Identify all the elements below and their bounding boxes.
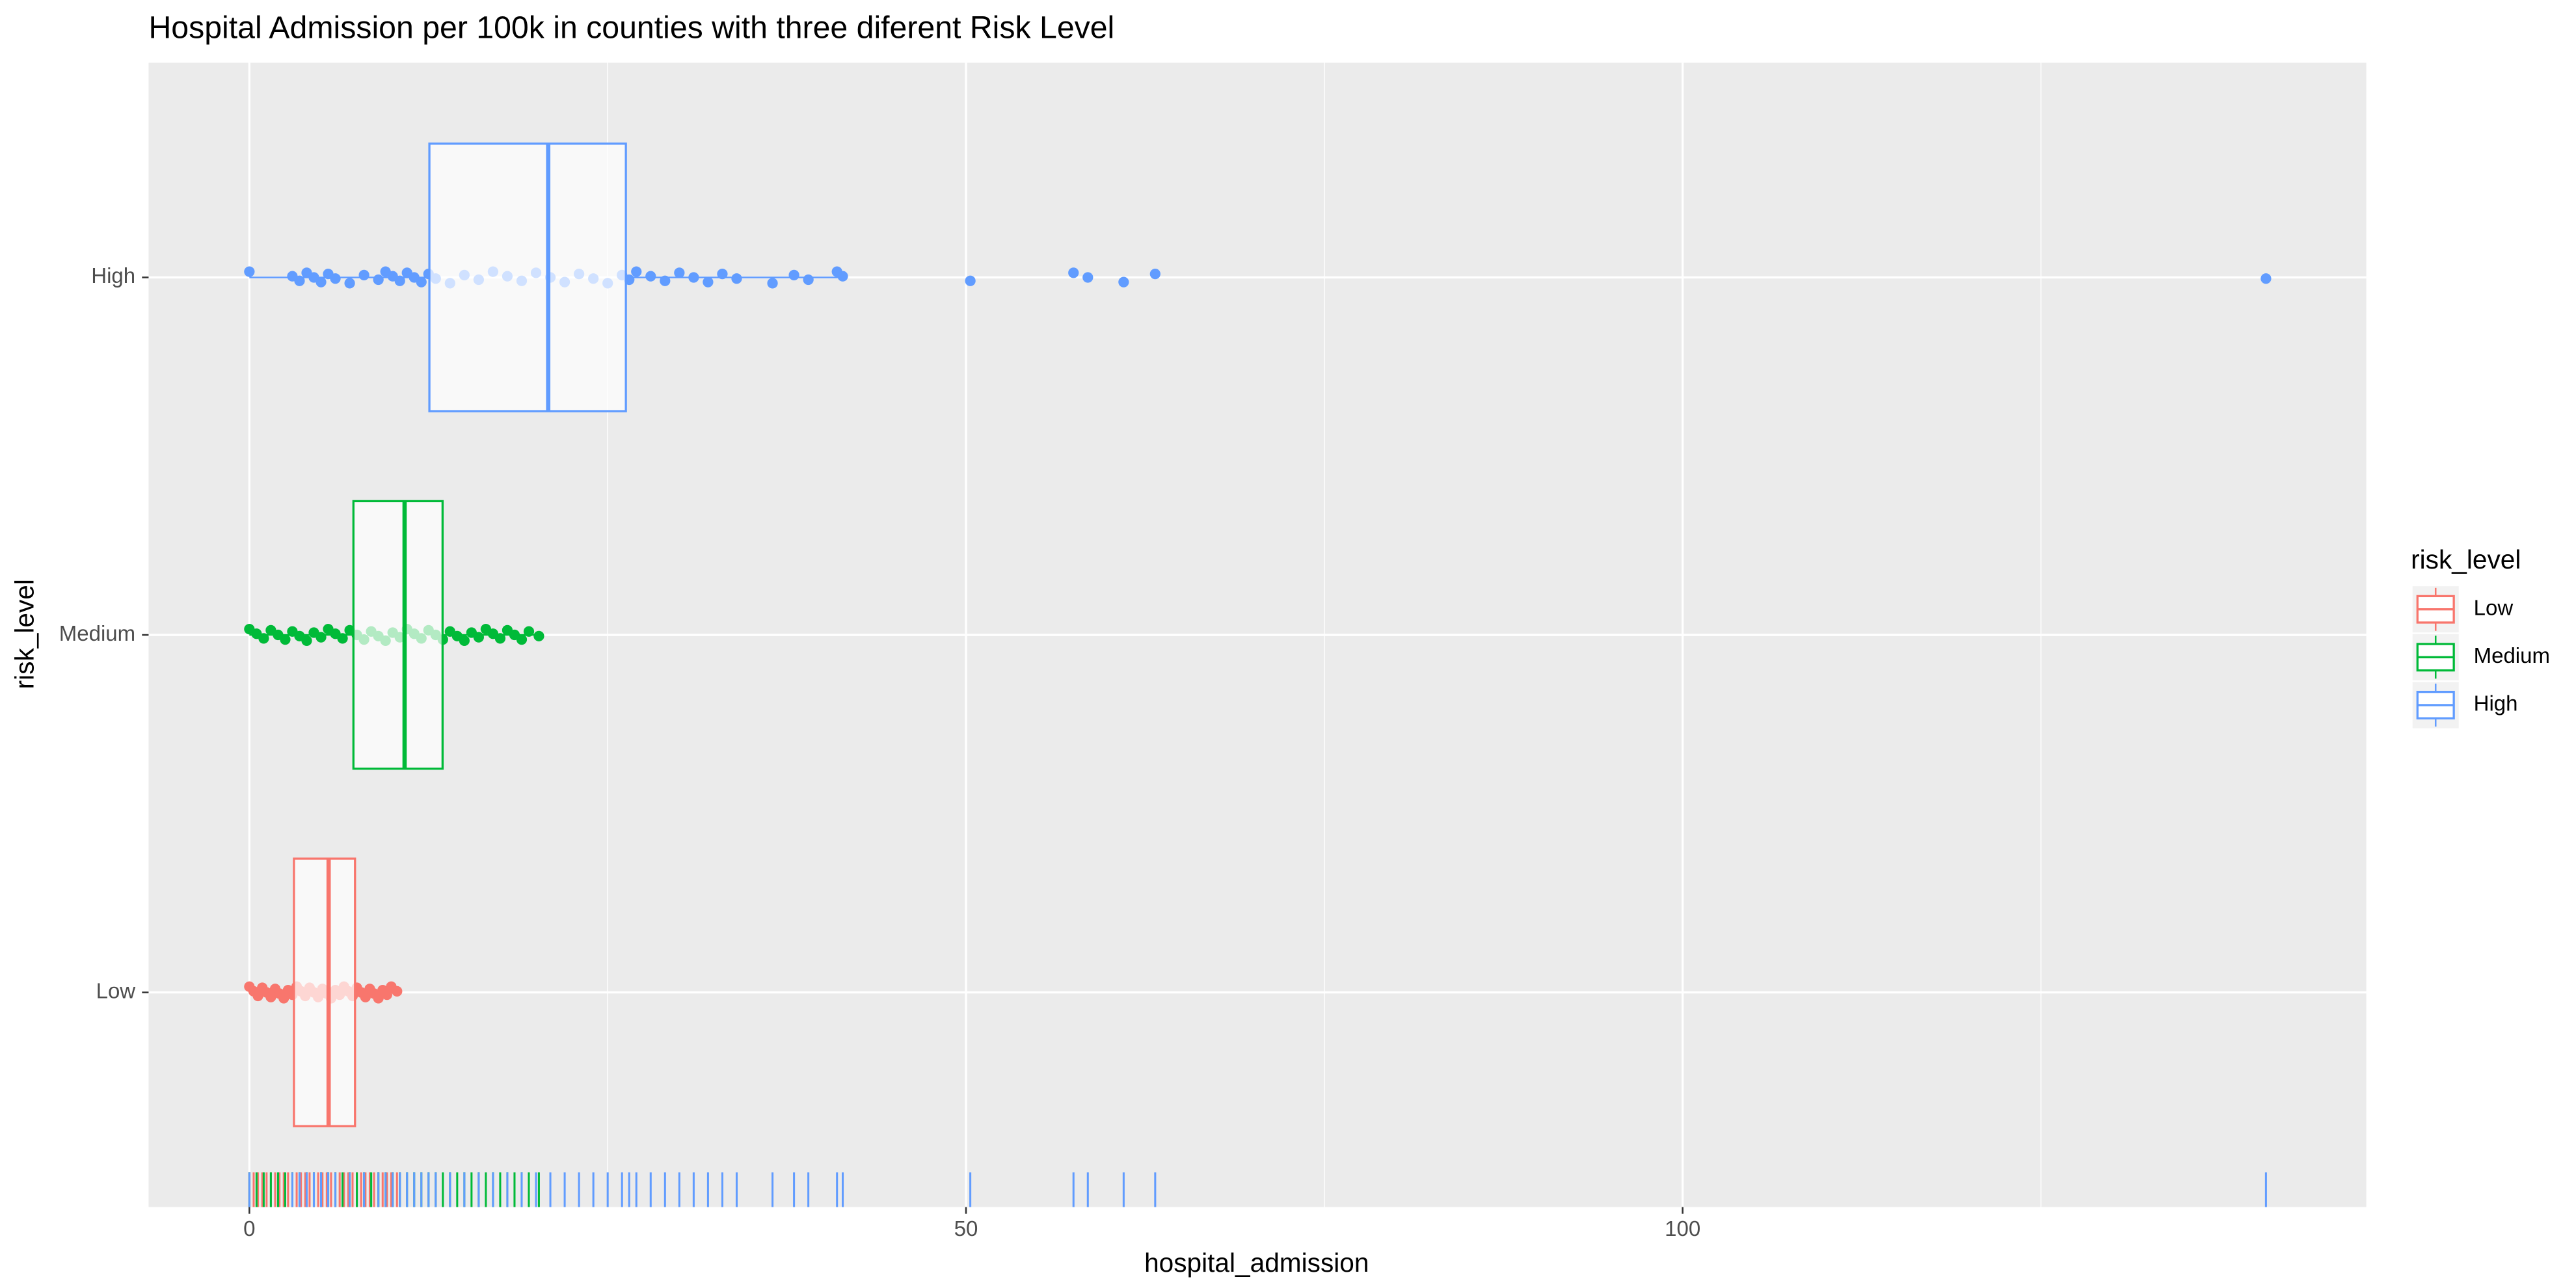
point bbox=[473, 632, 485, 643]
point bbox=[1118, 276, 1129, 288]
point bbox=[416, 276, 427, 288]
point bbox=[337, 633, 348, 644]
point bbox=[344, 278, 355, 289]
point bbox=[330, 273, 341, 284]
point bbox=[494, 633, 506, 644]
y-tick-label: Low bbox=[96, 978, 136, 1002]
point bbox=[837, 271, 848, 282]
y-tick-label: Medium bbox=[59, 621, 135, 645]
y-axis-title: risk_level bbox=[9, 579, 39, 689]
point bbox=[360, 991, 371, 1002]
point bbox=[803, 274, 814, 286]
legend-label: High bbox=[2474, 691, 2518, 716]
point bbox=[244, 266, 255, 277]
point bbox=[788, 269, 799, 281]
legend-label: Low bbox=[2474, 595, 2514, 619]
legend-label: Medium bbox=[2474, 643, 2550, 667]
legend: Low Medium High bbox=[2412, 586, 2550, 729]
point bbox=[258, 633, 269, 644]
box bbox=[352, 500, 444, 770]
box bbox=[293, 857, 356, 1127]
point bbox=[358, 269, 369, 281]
point bbox=[392, 986, 403, 997]
point bbox=[703, 276, 714, 288]
y-tick-label: High bbox=[91, 263, 135, 288]
marks bbox=[244, 142, 2272, 1207]
point bbox=[674, 267, 685, 278]
point bbox=[381, 989, 392, 1000]
point bbox=[533, 630, 544, 641]
point bbox=[965, 275, 976, 286]
point bbox=[280, 634, 291, 645]
point bbox=[767, 278, 778, 289]
point bbox=[252, 990, 263, 1002]
point bbox=[1068, 267, 1079, 278]
point bbox=[265, 991, 276, 1002]
point bbox=[1149, 269, 1161, 280]
point bbox=[660, 275, 671, 286]
point bbox=[394, 275, 405, 286]
point bbox=[523, 626, 535, 637]
point bbox=[516, 634, 528, 645]
point bbox=[301, 635, 312, 647]
point bbox=[278, 993, 289, 1004]
point bbox=[631, 266, 642, 277]
point bbox=[315, 276, 327, 288]
legend-title: risk_level bbox=[2411, 544, 2521, 574]
point bbox=[645, 271, 656, 282]
axes: 0 50 100 Low Medium High bbox=[59, 263, 1700, 1241]
point bbox=[688, 272, 699, 283]
point bbox=[459, 635, 470, 647]
point bbox=[315, 632, 327, 643]
chart-title: Hospital Admission per 100k in counties … bbox=[148, 10, 1114, 45]
x-tick-label: 50 bbox=[954, 1216, 978, 1241]
x-tick-label: 0 bbox=[243, 1216, 255, 1241]
point bbox=[373, 274, 384, 286]
box bbox=[428, 142, 627, 412]
point bbox=[1082, 272, 1093, 283]
x-tick-label: 100 bbox=[1665, 1216, 1700, 1241]
point bbox=[2261, 273, 2272, 284]
point bbox=[717, 269, 728, 280]
x-axis-title: hospital_admission bbox=[1144, 1248, 1369, 1278]
point bbox=[373, 993, 384, 1004]
point bbox=[731, 273, 742, 284]
point bbox=[294, 275, 305, 286]
